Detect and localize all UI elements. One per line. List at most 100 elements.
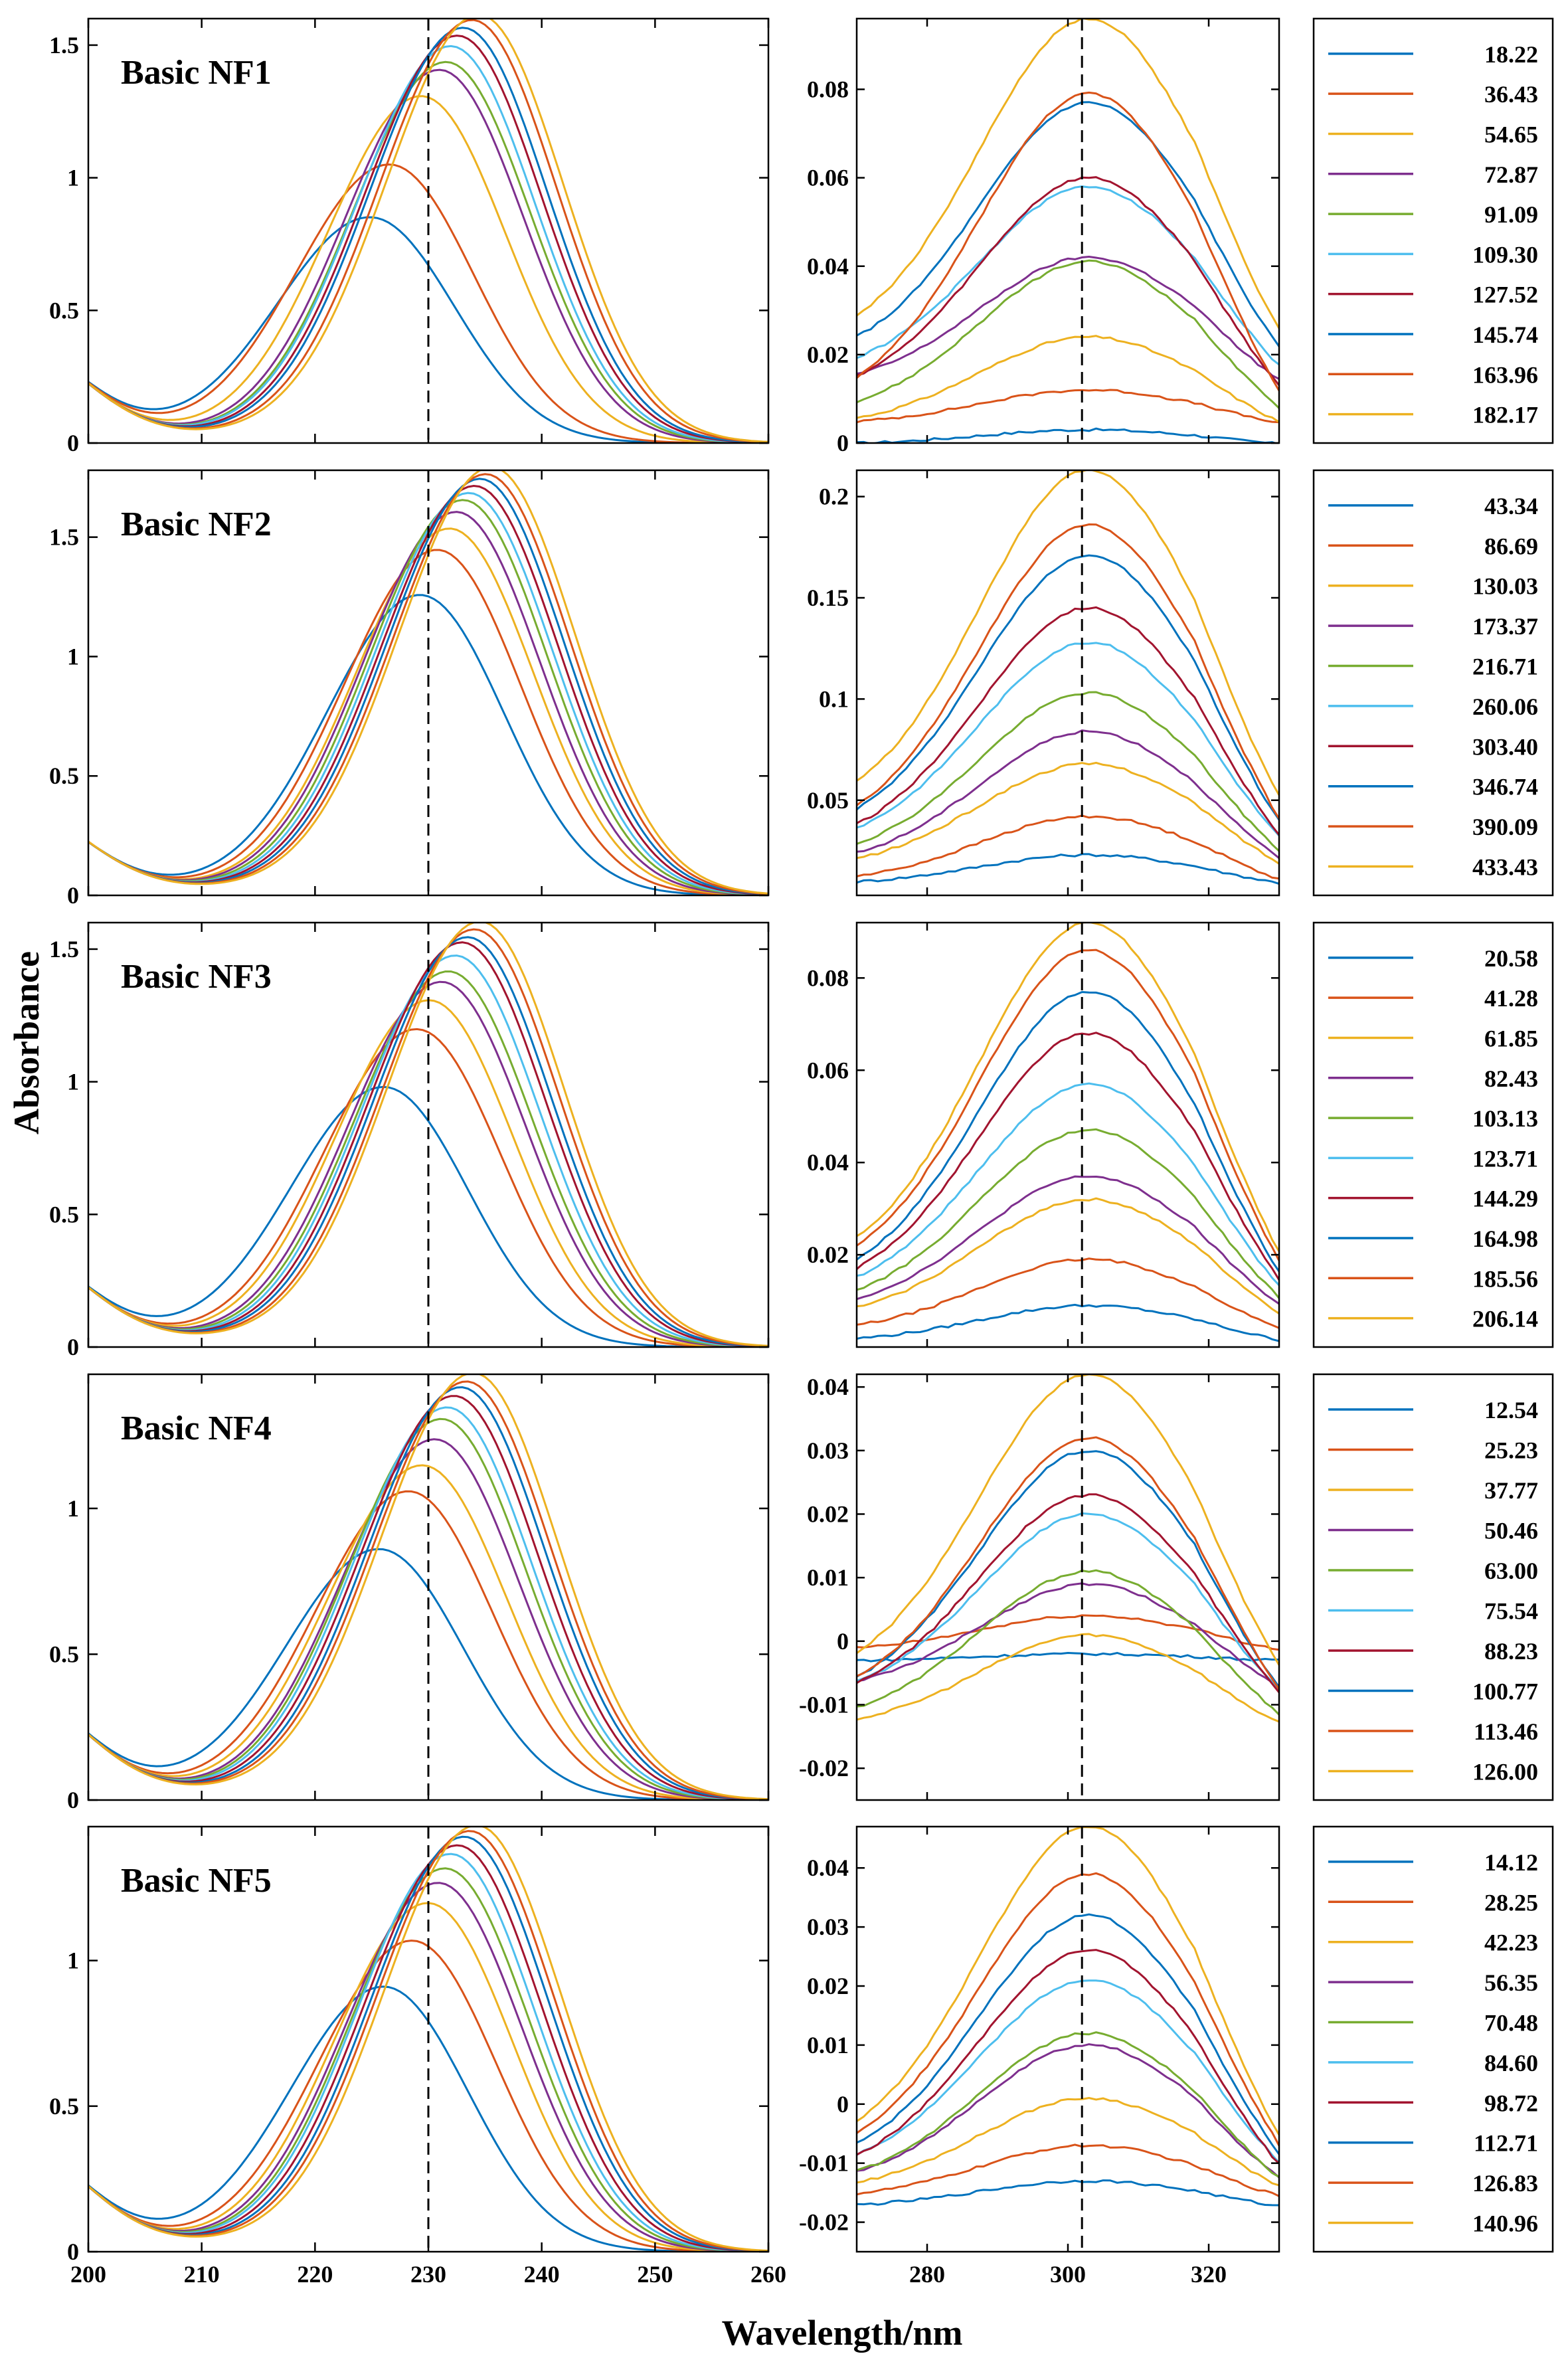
- right-y-tick-label: 0: [837, 1628, 849, 1655]
- left-series-140.96: [88, 1827, 768, 2252]
- right-x-tick-label: 300: [1050, 2261, 1086, 2288]
- right-series-185.56: [857, 949, 1279, 1261]
- right-series-28.25: [857, 2143, 1279, 2197]
- legend-entry-label: 36.43: [1484, 81, 1538, 108]
- right-y-tick-label: 0.02: [807, 1973, 849, 1999]
- legend-entry-label: 100.77: [1472, 1678, 1538, 1704]
- left-y-tick-label: 0.5: [49, 2093, 79, 2120]
- right-y-tick-label: 0.04: [807, 1855, 849, 1881]
- right-y-tick-label: -0.01: [799, 2150, 849, 2177]
- legend-box: [1312, 469, 1554, 897]
- left-y-tick-label: 0: [67, 1787, 79, 1813]
- right-y-tick-label: 0.1: [819, 685, 849, 712]
- legend-entry-label: 41.28: [1484, 985, 1538, 1012]
- right-y-tick-label: 0.04: [807, 253, 849, 280]
- right-series-123.71: [857, 1082, 1279, 1287]
- right-series-216.71: [857, 691, 1279, 852]
- right-y-tick-label: 0: [837, 2091, 849, 2118]
- legend-entry-label: 109.30: [1472, 241, 1538, 268]
- right-series-303.40: [857, 606, 1279, 836]
- panel-title: Basic NF1: [121, 54, 272, 92]
- panel-row-4: 0 0.5 1 Basic NF4 -0.02 -0.01 0 0.01 0.02 0.03 0.0…: [49, 1373, 1554, 1813]
- right-y-tick-label: 0.2: [819, 484, 849, 510]
- right-series-61.85: [857, 1197, 1279, 1314]
- right-series-346.74: [857, 554, 1279, 821]
- right-y-tick-label: 0.03: [807, 1437, 849, 1464]
- right-series-163.96: [857, 91, 1279, 392]
- legend-entry-label: 91.09: [1484, 201, 1538, 228]
- legend-entry-label: 43.34: [1484, 493, 1538, 519]
- legend-entry-label: 112.71: [1474, 2130, 1538, 2157]
- right-y-tick-label: 0.01: [807, 2032, 849, 2058]
- legend-box: [1312, 1825, 1554, 2253]
- panel-title: Basic NF5: [121, 1862, 272, 1900]
- right-y-tick-label: 0.02: [807, 1500, 849, 1527]
- right-y-tick-label: 0.01: [807, 1564, 849, 1591]
- right-series-56.35: [857, 2043, 1279, 2179]
- left-y-tick-label: 0: [67, 430, 79, 456]
- right-y-tick-label: 0.05: [807, 787, 849, 814]
- right-series-36.43: [857, 389, 1279, 424]
- right-series-98.72: [857, 1949, 1279, 2165]
- left-y-tick-label: 1: [67, 1069, 79, 1095]
- legend-entry-label: 144.29: [1472, 1186, 1538, 1212]
- legend-entry-label: 145.74: [1472, 321, 1538, 348]
- right-series-126.83: [857, 1872, 1279, 2147]
- right-series-42.23: [857, 2096, 1279, 2187]
- left-x-tick-label: 220: [297, 2261, 333, 2288]
- legend-entry-label: 20.58: [1484, 945, 1538, 972]
- right-y-tick-label: -0.02: [799, 1755, 849, 1781]
- legend-entry-label: 130.03: [1472, 573, 1538, 600]
- legend-entry-label: 84.60: [1484, 2050, 1538, 2076]
- legend-entry-label: 126.00: [1472, 1758, 1538, 1785]
- right-series-43.34: [857, 853, 1279, 885]
- legend-entry-label: 113.46: [1474, 1718, 1538, 1745]
- y-axis-label: Absorbance: [7, 951, 46, 1134]
- right-series-37.77: [857, 1633, 1279, 1723]
- legend-entry-label: 86.69: [1484, 533, 1538, 559]
- left-y-tick-label: 1.5: [49, 524, 79, 551]
- right-series-130.03: [857, 761, 1279, 865]
- right-series-12.54: [857, 1651, 1279, 1663]
- legend-entry-label: 37.77: [1484, 1477, 1538, 1504]
- right-x-tick-label: 320: [1191, 2261, 1227, 2288]
- right-series-41.28: [857, 1257, 1279, 1329]
- legend-entry-label: 18.22: [1484, 41, 1538, 68]
- left-y-tick-label: 0: [67, 1334, 79, 1360]
- right-series-63.00: [857, 1569, 1279, 1716]
- legend-entry-label: 61.85: [1484, 1025, 1538, 1051]
- legend-entry-label: 433.43: [1472, 854, 1538, 881]
- right-series-127.52: [857, 176, 1279, 387]
- legend-entry-label: 54.65: [1484, 121, 1538, 147]
- right-y-tick-label: 0.08: [807, 76, 849, 103]
- right-series-145.74: [857, 101, 1279, 347]
- right-series-113.46: [857, 1436, 1279, 1690]
- left-y-tick-label: 0: [67, 2238, 79, 2265]
- legend-entry-label: 70.48: [1484, 2010, 1538, 2037]
- right-series-109.30: [857, 185, 1279, 366]
- legend-entry-label: 346.74: [1472, 774, 1538, 800]
- legend-entry-label: 72.87: [1484, 161, 1538, 188]
- legend-entry-label: 303.40: [1472, 733, 1538, 760]
- legend-entry-label: 185.56: [1472, 1265, 1538, 1292]
- right-y-tick-label: 0.03: [807, 1914, 849, 1940]
- panel-row-3: 0 0.5 1 1.5 Basic NF3 0.02 0.04 0.06 0.08 20.58 41…: [49, 921, 1554, 1360]
- left-y-tick-label: 0.5: [49, 763, 79, 789]
- right-y-tick-label: 0.02: [807, 1241, 849, 1268]
- legend-entry-label: 12.54: [1484, 1397, 1538, 1423]
- legend-entry-label: 140.96: [1472, 2211, 1538, 2237]
- left-y-tick-label: 1: [67, 643, 79, 670]
- legend-entry-label: 82.43: [1484, 1065, 1538, 1092]
- left-x-tick-label: 240: [524, 2261, 560, 2288]
- left-series-182.17: [88, 19, 768, 443]
- panel-row-2: 0 0.5 1 1.5 Basic NF2 0.05 0.1 0.15 0.2 43.34 86.6…: [49, 469, 1554, 909]
- right-series-72.87: [857, 255, 1279, 380]
- left-y-tick-label: 0.5: [49, 1201, 79, 1227]
- right-series-54.65: [857, 335, 1279, 423]
- legend-entry-label: 42.23: [1484, 1930, 1538, 1956]
- legend-entry-label: 98.72: [1484, 2090, 1538, 2116]
- left-series-145.74: [88, 27, 768, 443]
- right-series-50.46: [857, 1582, 1279, 1687]
- legend-entry-label: 206.14: [1472, 1306, 1538, 1332]
- right-series-25.23: [857, 1614, 1279, 1651]
